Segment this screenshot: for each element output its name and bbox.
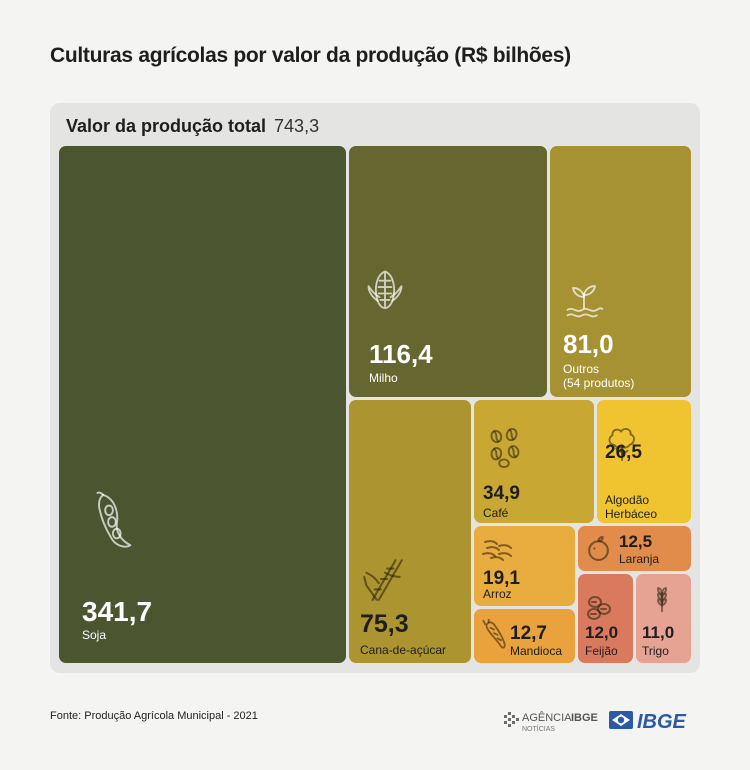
- cotton-icon: [608, 427, 635, 462]
- cassava-icon: [482, 619, 506, 649]
- category-sublabel-outros: (54 produtos): [563, 376, 635, 390]
- source-note: Fonte: Produção Agrícola Municipal - 202…: [50, 710, 258, 722]
- tile-trigo: 11,0 Trigo: [636, 574, 691, 663]
- tile-cafe: 34,9 Café: [474, 400, 594, 523]
- sprout-icon: [566, 285, 604, 318]
- wheat-icon: [657, 587, 667, 613]
- svg-text:NOTÍCIAS: NOTÍCIAS: [522, 724, 555, 733]
- tile-arroz: 19,1 Arroz: [474, 526, 575, 606]
- svg-text:AGÊNCIA: AGÊNCIA: [522, 711, 572, 724]
- category-sublabel-algodao-herbaceo: Herbáceo: [605, 507, 658, 521]
- tile-cana-de-acucar: 75,3 Cana-de-açúcar: [349, 400, 471, 663]
- total-production: Valor da produção total 743,3: [66, 116, 319, 137]
- category-label-soja: Soja: [82, 628, 107, 642]
- category-label-arroz: Arroz: [483, 587, 512, 601]
- soybean-icon: [96, 491, 132, 548]
- value-label-mandioca: 12,7: [510, 623, 547, 644]
- category-label-mandioca: Mandioca: [510, 644, 563, 658]
- category-label-laranja: Laranja: [619, 552, 660, 566]
- category-label-outros: Outros: [563, 362, 600, 376]
- value-label-trigo: 11,0: [642, 623, 675, 642]
- value-label-outros: 81,0: [563, 329, 614, 359]
- corn-icon: [367, 270, 403, 310]
- agencia-ibge-logo: AGÊNCIA IBGE NOTÍCIAS: [504, 711, 598, 733]
- category-label-feijao: Feijão: [585, 644, 618, 658]
- bean-icon: [587, 596, 611, 620]
- value-label-cafe: 34,9: [483, 483, 520, 504]
- value-label-algodao-herbaceo: 26,5: [605, 442, 642, 463]
- value-label-laranja: 12,5: [619, 532, 653, 551]
- tile-outros: 81,0 Outros (54 produtos): [550, 146, 691, 397]
- svg-text:IBGE: IBGE: [571, 712, 598, 724]
- sugarcane-icon: [363, 559, 403, 601]
- svg-text:IBGE: IBGE: [637, 711, 687, 733]
- value-label-feijao: 12,0: [585, 623, 619, 642]
- tile-mandioca: 12,7 Mandioca: [474, 609, 575, 663]
- tile-soja: 341,7 Soja: [59, 146, 346, 663]
- ibge-logo: IBGE: [609, 711, 687, 733]
- value-label-soja: 341,7: [82, 596, 153, 627]
- category-label-cafe: Café: [483, 506, 509, 520]
- tile-feijao: 12,0 Feijão: [578, 574, 633, 663]
- category-label-cana-de-acucar: Cana-de-açúcar: [360, 643, 447, 657]
- total-value: 743,3: [274, 116, 320, 136]
- rice-icon: [482, 540, 512, 561]
- tile-laranja: 12,5 Laranja: [578, 526, 691, 571]
- tile-milho: 116,4 Milho: [349, 146, 547, 397]
- total-label: Valor da produção total: [66, 116, 267, 136]
- coffee-beans-icon: [490, 427, 520, 469]
- value-label-milho: 116,4: [369, 339, 433, 369]
- category-label-milho: Milho: [369, 371, 398, 385]
- category-label-algodao-herbaceo: Algodão: [605, 493, 650, 507]
- value-label-arroz: 19,1: [483, 568, 520, 589]
- category-label-trigo: Trigo: [642, 644, 669, 658]
- value-label-cana-de-acucar: 75,3: [360, 610, 409, 638]
- chart-title: Culturas agrícolas por valor da produção…: [50, 44, 571, 67]
- orange-icon: [588, 536, 609, 561]
- tile-algodao-herbaceo: 26,5 Algodão Herbáceo: [597, 400, 691, 523]
